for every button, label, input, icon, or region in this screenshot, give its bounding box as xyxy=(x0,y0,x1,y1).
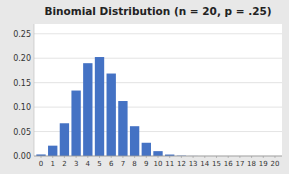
y-tick-label: 0.25 xyxy=(13,30,31,39)
x-tick xyxy=(251,156,252,158)
x-tick xyxy=(181,156,182,158)
bar xyxy=(142,143,151,156)
x-tick xyxy=(134,156,135,158)
x-tick xyxy=(146,156,147,158)
bar xyxy=(71,91,80,156)
x-tick-label: 17 xyxy=(235,160,244,168)
x-tick-label: 7 xyxy=(121,160,125,168)
x-tick-label: 13 xyxy=(189,160,198,168)
x-tick-label: 9 xyxy=(144,160,148,168)
x-tick-label: 3 xyxy=(74,160,78,168)
x-tick xyxy=(76,156,77,158)
y-tick-label: 0.05 xyxy=(13,128,31,137)
x-tick xyxy=(64,156,65,158)
grid-line xyxy=(34,107,282,108)
x-tick-label: 4 xyxy=(86,160,91,168)
bars xyxy=(36,57,221,156)
bar xyxy=(153,151,162,156)
bar xyxy=(118,101,127,156)
x-tick xyxy=(193,156,194,158)
x-tick xyxy=(239,156,240,158)
x-tick-label: 20 xyxy=(271,160,280,168)
bar xyxy=(83,63,92,156)
grid-line xyxy=(34,82,282,83)
y-tick-label: 0.10 xyxy=(13,103,31,112)
bar xyxy=(48,146,57,156)
x-tick-label: 10 xyxy=(154,160,163,168)
bar xyxy=(95,57,104,156)
x-tick xyxy=(99,156,100,158)
x-tick-label: 5 xyxy=(97,160,101,168)
x-tick-label: 11 xyxy=(165,160,174,168)
background xyxy=(0,0,289,174)
y-tick-label: 0.00 xyxy=(13,152,31,161)
x-tick-label: 16 xyxy=(224,160,233,168)
x-tick xyxy=(41,156,42,158)
x-tick xyxy=(122,156,123,158)
x-tick-label: 2 xyxy=(62,160,66,168)
grid-line xyxy=(34,58,282,59)
x-tick xyxy=(87,156,88,158)
x-tick-label: 6 xyxy=(109,160,114,168)
x-tick-label: 0 xyxy=(39,160,43,168)
x-tick-label: 1 xyxy=(50,160,54,168)
bar xyxy=(130,126,139,156)
title: Binomial Distribution (n = 20, p = .25) xyxy=(44,5,271,17)
x-tick xyxy=(274,156,275,158)
y-tick-label: 0.20 xyxy=(13,54,31,63)
x-tick xyxy=(228,156,229,158)
x-tick xyxy=(216,156,217,158)
x-tick xyxy=(204,156,205,158)
y-axis-line xyxy=(34,24,35,156)
x-tick-label: 14 xyxy=(200,160,209,168)
bar xyxy=(107,74,116,156)
x-tick-label: 12 xyxy=(177,160,186,168)
x-tick-label: 15 xyxy=(212,160,221,168)
grid-line xyxy=(34,33,282,34)
y-tick-label: 0.15 xyxy=(13,79,31,88)
x-tick-label: 18 xyxy=(247,160,256,168)
x-tick xyxy=(263,156,264,158)
x-tick xyxy=(169,156,170,158)
x-tick-label: 8 xyxy=(132,160,136,168)
plot-area xyxy=(34,24,282,156)
x-tick xyxy=(158,156,159,158)
x-tick-label: 19 xyxy=(259,160,268,168)
bar xyxy=(60,123,69,156)
x-tick xyxy=(52,156,53,158)
grid-line xyxy=(34,131,282,132)
chart: 0.000.050.100.150.200.250123456789101112… xyxy=(0,0,289,174)
x-tick xyxy=(111,156,112,158)
